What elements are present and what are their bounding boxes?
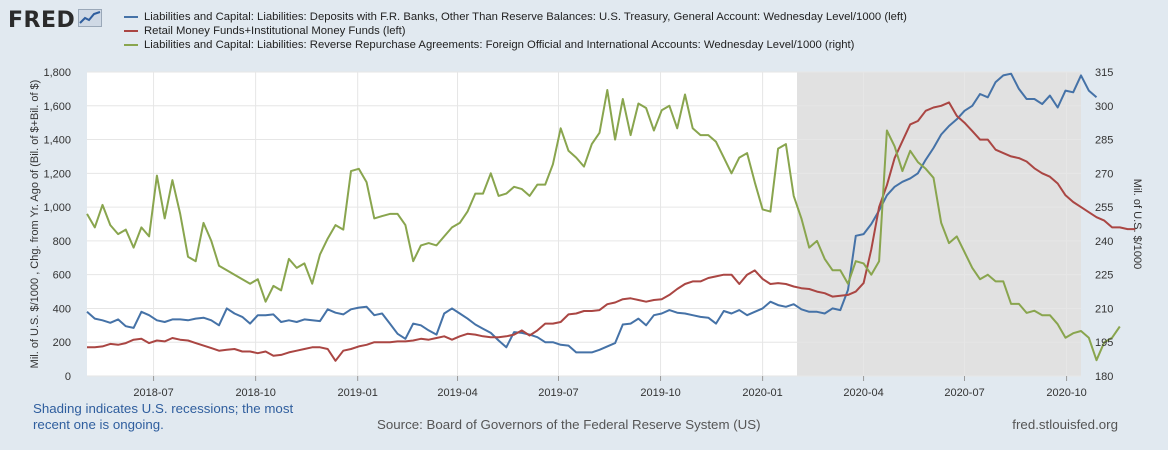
legend-label: Liabilities and Capital: Liabilities: De… — [144, 11, 907, 23]
x-tick-label: 2019-07 — [538, 387, 578, 399]
x-tick-label: 2020-04 — [843, 387, 883, 399]
line-chart-icon — [78, 9, 103, 32]
series-line-money-funds — [87, 101, 1136, 362]
x-tick-label: 2018-10 — [235, 387, 275, 399]
y-tick-label-left: 200 — [53, 337, 71, 349]
legend-swatch — [124, 16, 138, 18]
y-axis-label-right: Mil. of U.S. $/1000 — [1131, 179, 1143, 270]
fred-logo[interactable]: FRED — [8, 8, 103, 33]
legend-entry-money-funds[interactable]: Retail Money Funds+Institutional Money F… — [124, 24, 907, 38]
fred-url-link[interactable]: fred.stlouisfed.org — [1012, 417, 1118, 432]
y-tick-label-left: 1,800 — [43, 67, 71, 79]
y-tick-label-left: 600 — [53, 270, 71, 282]
y-tick-label-left: 1,200 — [43, 168, 71, 180]
fred-logo-text: FRED — [8, 8, 76, 33]
x-tick-label: 2020-10 — [1046, 387, 1086, 399]
y-tick-label-right: 285 — [1095, 135, 1113, 147]
y-tick-label-right: 195 — [1095, 337, 1113, 349]
y-axis-label-left: Mil. of U.S. $/1000 , Chg. from Yr. Ago … — [29, 80, 41, 369]
series-line-reverse-repo — [86, 89, 1121, 362]
y-tick-label-left: 1,600 — [43, 101, 71, 113]
y-tick-label-left: 0 — [65, 371, 71, 383]
y-tick-label-right: 300 — [1095, 101, 1113, 113]
legend-entry-treasury[interactable]: Liabilities and Capital: Liabilities: De… — [124, 10, 907, 24]
chart-legend: Liabilities and Capital: Liabilities: De… — [124, 10, 907, 52]
y-tick-label-left: 400 — [53, 303, 71, 315]
y-tick-label-right: 270 — [1095, 168, 1113, 180]
source-note: Source: Board of Governors of the Federa… — [377, 417, 761, 432]
y-tick-label-right: 240 — [1095, 236, 1113, 248]
y-tick-label-right: 210 — [1095, 303, 1113, 315]
x-tick-label: 2019-04 — [437, 387, 477, 399]
y-tick-label-left: 800 — [53, 236, 71, 248]
x-tick-label: 2020-01 — [742, 387, 782, 399]
recession-shading — [797, 72, 1081, 376]
recession-shading-note: Shading indicates U.S. recessions; the m… — [33, 401, 294, 432]
y-tick-label-right: 225 — [1095, 270, 1113, 282]
y-tick-label-right: 315 — [1095, 67, 1113, 79]
x-tick-label: 2020-07 — [944, 387, 984, 399]
legend-entry-reverse-repo[interactable]: Liabilities and Capital: Liabilities: Re… — [124, 38, 907, 52]
x-tick-label: 2019-01 — [338, 387, 378, 399]
y-tick-label-left: 1,000 — [43, 202, 71, 214]
x-tick-label: 2019-10 — [640, 387, 680, 399]
series-line-treasury-deposits — [86, 72, 1098, 354]
legend-label: Retail Money Funds+Institutional Money F… — [144, 25, 406, 37]
y-tick-label-right: 180 — [1095, 371, 1113, 383]
x-tick-label: 2018-07 — [133, 387, 173, 399]
y-tick-label-right: 255 — [1095, 202, 1113, 214]
legend-label: Liabilities and Capital: Liabilities: Re… — [144, 39, 855, 51]
legend-swatch — [124, 44, 138, 46]
y-tick-label-left: 1,400 — [43, 135, 71, 147]
legend-swatch — [124, 30, 138, 32]
